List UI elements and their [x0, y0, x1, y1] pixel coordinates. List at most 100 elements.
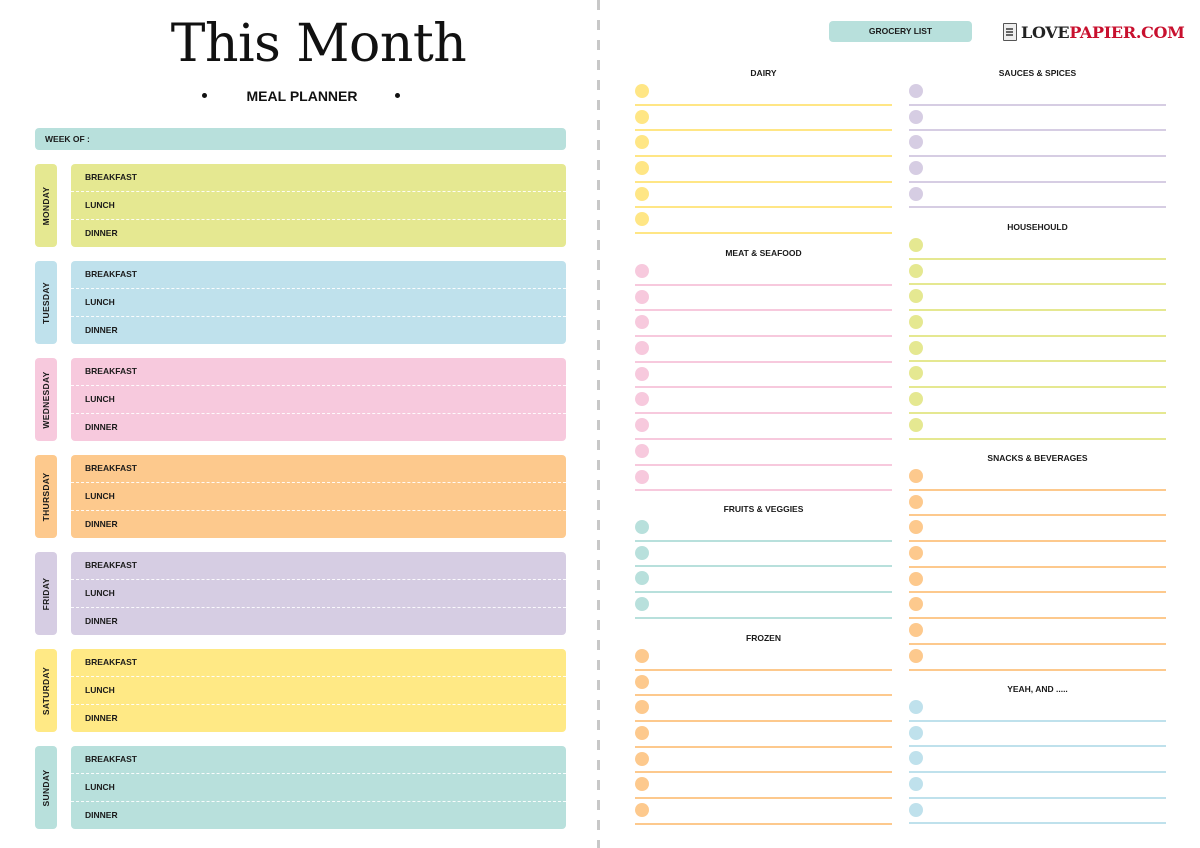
grocery-item-line[interactable]: [635, 363, 892, 389]
grocery-item-line[interactable]: [635, 388, 892, 415]
grocery-item-line[interactable]: [909, 131, 1166, 158]
checkbox-circle-icon[interactable]: [909, 289, 923, 304]
grocery-item-line[interactable]: [635, 748, 892, 774]
grocery-item-line[interactable]: [635, 773, 892, 800]
grocery-item-line[interactable]: [635, 337, 892, 363]
checkbox-circle-icon[interactable]: [909, 366, 923, 381]
grocery-item-line[interactable]: [635, 696, 892, 723]
checkbox-circle-icon[interactable]: [909, 725, 923, 740]
checkbox-circle-icon[interactable]: [909, 623, 923, 638]
grocery-item-line[interactable]: [635, 183, 892, 209]
checkbox-circle-icon[interactable]: [909, 417, 923, 432]
grocery-item-line[interactable]: [909, 80, 1166, 106]
grocery-item-line[interactable]: [635, 722, 892, 748]
grocery-item-line[interactable]: [909, 722, 1166, 748]
meal-field-dinner[interactable]: DINNER: [71, 607, 566, 634]
grocery-item-line[interactable]: [635, 157, 892, 183]
meal-field-lunch[interactable]: LUNCH: [71, 288, 566, 315]
checkbox-circle-icon[interactable]: [635, 649, 649, 663]
grocery-item-line[interactable]: [909, 388, 1166, 414]
checkbox-circle-icon[interactable]: [635, 443, 649, 458]
brand-logo[interactable]: LOVEPAPIER.COM: [1003, 20, 1185, 44]
meal-field-lunch[interactable]: LUNCH: [71, 676, 566, 703]
checkbox-circle-icon[interactable]: [635, 751, 649, 766]
checkbox-circle-icon[interactable]: [909, 109, 923, 124]
meal-field-breakfast[interactable]: BREAKFAST: [85, 560, 137, 570]
checkbox-circle-icon[interactable]: [909, 777, 923, 792]
checkbox-circle-icon[interactable]: [635, 315, 649, 330]
checkbox-circle-icon[interactable]: [635, 545, 649, 560]
checkbox-circle-icon[interactable]: [909, 494, 923, 509]
checkbox-circle-icon[interactable]: [635, 777, 649, 792]
meal-field-dinner[interactable]: DINNER: [71, 510, 566, 537]
checkbox-circle-icon[interactable]: [635, 392, 649, 407]
grocery-item-line[interactable]: [635, 799, 892, 825]
checkbox-circle-icon[interactable]: [635, 597, 649, 612]
checkbox-circle-icon[interactable]: [909, 571, 923, 586]
checkbox-circle-icon[interactable]: [909, 238, 923, 252]
grocery-item-line[interactable]: [635, 567, 892, 594]
grocery-item-line[interactable]: [909, 696, 1166, 722]
grocery-item-line[interactable]: [909, 285, 1166, 312]
grocery-item-line[interactable]: [909, 337, 1166, 363]
checkbox-circle-icon[interactable]: [909, 546, 923, 561]
checkbox-circle-icon[interactable]: [635, 109, 649, 124]
grocery-item-line[interactable]: [635, 131, 892, 158]
grocery-item-line[interactable]: [909, 799, 1166, 825]
grocery-item-line[interactable]: [909, 157, 1166, 183]
checkbox-circle-icon[interactable]: [635, 161, 649, 176]
checkbox-circle-icon[interactable]: [909, 802, 923, 817]
grocery-item-line[interactable]: [635, 516, 892, 542]
meal-field-dinner[interactable]: DINNER: [71, 704, 566, 731]
grocery-item-line[interactable]: [909, 465, 1166, 491]
meal-field-breakfast[interactable]: BREAKFAST: [85, 172, 137, 182]
checkbox-circle-icon[interactable]: [909, 751, 923, 766]
checkbox-circle-icon[interactable]: [635, 700, 649, 715]
meal-field-lunch[interactable]: LUNCH: [71, 385, 566, 412]
checkbox-circle-icon[interactable]: [635, 469, 649, 484]
meal-field-breakfast[interactable]: BREAKFAST: [85, 463, 137, 473]
grocery-item-line[interactable]: [909, 542, 1166, 568]
meal-field-dinner[interactable]: DINNER: [71, 413, 566, 440]
checkbox-circle-icon[interactable]: [909, 700, 923, 714]
grocery-item-line[interactable]: [909, 619, 1166, 645]
grocery-item-line[interactable]: [635, 671, 892, 697]
checkbox-circle-icon[interactable]: [635, 726, 649, 741]
checkbox-circle-icon[interactable]: [635, 803, 649, 818]
checkbox-circle-icon[interactable]: [909, 315, 923, 330]
grocery-item-line[interactable]: [909, 234, 1166, 260]
meal-field-breakfast[interactable]: BREAKFAST: [85, 754, 137, 764]
checkbox-circle-icon[interactable]: [909, 161, 923, 176]
checkbox-circle-icon[interactable]: [635, 84, 649, 98]
meal-field-breakfast[interactable]: BREAKFAST: [85, 366, 137, 376]
checkbox-circle-icon[interactable]: [635, 366, 649, 381]
checkbox-circle-icon[interactable]: [635, 264, 649, 278]
checkbox-circle-icon[interactable]: [909, 340, 923, 355]
grocery-item-line[interactable]: [909, 568, 1166, 594]
checkbox-circle-icon[interactable]: [909, 392, 923, 407]
grocery-item-line[interactable]: [909, 747, 1166, 774]
grocery-item-line[interactable]: [909, 260, 1166, 286]
checkbox-circle-icon[interactable]: [635, 135, 649, 150]
grocery-item-line[interactable]: [909, 491, 1166, 517]
meal-field-dinner[interactable]: DINNER: [71, 316, 566, 343]
meal-field-dinner[interactable]: DINNER: [71, 219, 566, 246]
checkbox-circle-icon[interactable]: [635, 289, 649, 304]
checkbox-circle-icon[interactable]: [909, 186, 923, 201]
meal-field-breakfast[interactable]: BREAKFAST: [85, 269, 137, 279]
grocery-item-line[interactable]: [909, 106, 1166, 132]
checkbox-circle-icon[interactable]: [909, 597, 923, 612]
grocery-item-line[interactable]: [635, 645, 892, 671]
grocery-item-line[interactable]: [635, 80, 892, 106]
grocery-item-line[interactable]: [909, 311, 1166, 337]
meal-field-lunch[interactable]: LUNCH: [71, 773, 566, 800]
grocery-item-line[interactable]: [635, 414, 892, 440]
checkbox-circle-icon[interactable]: [635, 212, 649, 227]
grocery-item-line[interactable]: [635, 593, 892, 619]
meal-field-lunch[interactable]: LUNCH: [71, 579, 566, 606]
grocery-item-line[interactable]: [909, 645, 1166, 671]
week-of-field[interactable]: WEEK OF :: [35, 128, 566, 150]
checkbox-circle-icon[interactable]: [635, 186, 649, 201]
grocery-item-line[interactable]: [909, 516, 1166, 543]
grocery-item-line[interactable]: [635, 106, 892, 132]
